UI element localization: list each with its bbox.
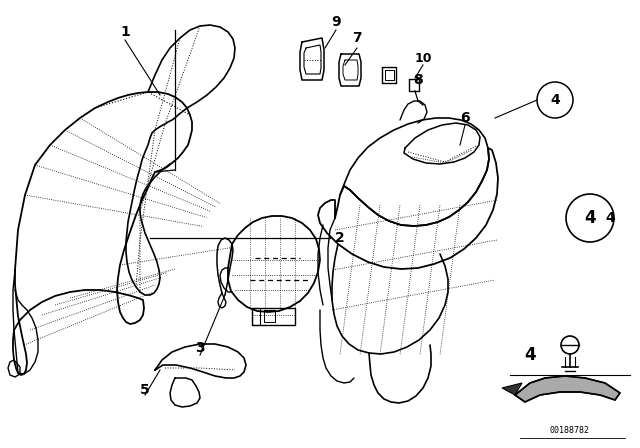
Text: 4: 4 (584, 209, 596, 227)
Text: 6: 6 (460, 111, 470, 125)
Text: 9: 9 (331, 15, 341, 29)
Text: 3: 3 (195, 341, 205, 355)
Text: 00188782: 00188782 (550, 426, 590, 435)
Text: 1: 1 (120, 25, 130, 39)
Polygon shape (515, 376, 620, 402)
Text: 2: 2 (335, 231, 345, 245)
Text: 7: 7 (352, 31, 362, 45)
Text: 4: 4 (524, 346, 536, 364)
Text: 8: 8 (413, 73, 423, 87)
Text: 4: 4 (550, 93, 560, 107)
Text: 10: 10 (414, 52, 432, 65)
Text: 5: 5 (140, 383, 150, 397)
Polygon shape (502, 383, 522, 395)
Text: 4: 4 (605, 211, 615, 225)
